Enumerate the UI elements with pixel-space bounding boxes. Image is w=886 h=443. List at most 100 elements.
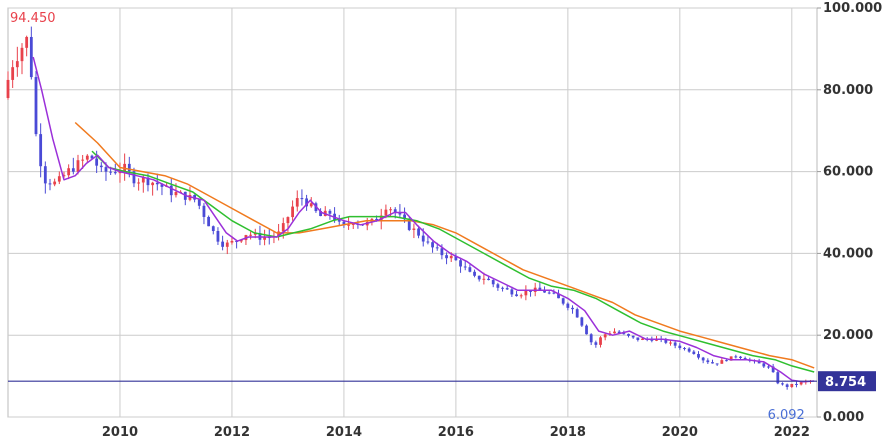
candle-body xyxy=(141,177,145,183)
x-tick-label: 2016 xyxy=(438,425,474,440)
candle-body xyxy=(300,198,304,200)
candle-body xyxy=(729,356,733,361)
candle-body xyxy=(57,176,61,182)
candle-body xyxy=(524,290,528,296)
candle-body xyxy=(673,342,677,346)
candle-body xyxy=(468,267,472,272)
candle-body xyxy=(617,331,621,334)
candle-body xyxy=(776,372,780,384)
candle-body xyxy=(286,217,290,224)
candle-body xyxy=(235,240,239,242)
candle-body xyxy=(771,366,775,373)
candle-body xyxy=(431,242,434,248)
candle-body xyxy=(160,184,164,187)
candle-body xyxy=(757,360,761,364)
candle-body xyxy=(249,234,253,236)
candle-body xyxy=(519,295,523,297)
candle-body xyxy=(557,293,560,299)
candle-body xyxy=(454,255,458,261)
candle-body xyxy=(67,168,71,176)
ma-mid-line xyxy=(91,150,815,373)
candle-body xyxy=(790,383,794,387)
y-tick-label: 60.000 xyxy=(823,165,873,180)
candle-body xyxy=(678,345,682,349)
candle-body xyxy=(449,255,453,259)
candle-body xyxy=(137,182,141,184)
candle-body xyxy=(631,335,635,338)
candle-body xyxy=(95,158,99,166)
candle-body xyxy=(799,382,803,385)
candle-body xyxy=(767,366,770,368)
candle-body xyxy=(253,233,257,235)
x-tick-label: 2014 xyxy=(326,425,362,440)
candle-body xyxy=(687,348,691,352)
candle-body xyxy=(505,288,509,290)
candle-body xyxy=(221,241,225,247)
candle-body xyxy=(43,166,47,184)
candle-body xyxy=(589,334,593,343)
candle-body xyxy=(547,292,551,294)
candle-body xyxy=(669,342,672,344)
x-tick-label: 2022 xyxy=(774,425,810,440)
candle-body xyxy=(594,342,598,345)
candle-body xyxy=(132,171,136,184)
candle-body xyxy=(412,228,416,230)
candle-body xyxy=(482,278,486,280)
candle-body xyxy=(711,362,714,364)
y-tick-label: 80.000 xyxy=(823,83,873,98)
candle-body xyxy=(440,248,444,256)
candle-body xyxy=(417,228,420,236)
y-tick-label: 100.000 xyxy=(823,1,882,16)
candle-body xyxy=(291,206,294,218)
candle-body xyxy=(473,271,476,276)
candle-body xyxy=(636,337,640,340)
candle-body xyxy=(281,223,285,232)
candle-body xyxy=(230,240,234,243)
candle-body xyxy=(85,155,89,160)
annotations: 8.754 94.450 6.092 xyxy=(8,11,876,423)
candle-body xyxy=(501,287,504,289)
candle-body xyxy=(113,172,117,174)
candle-body xyxy=(76,160,80,172)
candle-body xyxy=(151,182,155,186)
current-price-badge xyxy=(818,371,876,392)
axes: 0.000 20.000 40.000 60.000 80.000 100.000 2010… xyxy=(102,1,882,440)
candle-body xyxy=(6,79,10,98)
candle-body xyxy=(207,216,211,227)
candle-body xyxy=(496,284,500,288)
candle-body xyxy=(169,185,173,196)
candle-body xyxy=(393,209,397,213)
candle-body xyxy=(29,36,33,78)
candle-body xyxy=(337,220,341,222)
candle-body xyxy=(683,348,686,350)
grid-lines xyxy=(7,7,818,418)
candle-body xyxy=(785,384,789,387)
candle-body xyxy=(62,175,66,177)
candle-body xyxy=(459,260,462,267)
candle-body xyxy=(277,231,280,236)
candle-body xyxy=(211,226,215,232)
current-price-label: 8.754 xyxy=(825,375,866,390)
candle-body xyxy=(491,280,495,285)
candle-body xyxy=(603,334,607,338)
candle-body xyxy=(575,309,579,318)
candle-body xyxy=(529,290,532,292)
candle-body xyxy=(123,163,127,172)
candle-body xyxy=(53,181,57,185)
candle-body xyxy=(319,211,322,217)
candle-body xyxy=(263,237,267,240)
candle-body xyxy=(664,338,668,343)
ma-long-line xyxy=(74,121,815,369)
candle-body xyxy=(155,182,159,185)
candle-body xyxy=(127,163,131,172)
candle-body xyxy=(351,223,355,225)
candle-body xyxy=(104,167,108,172)
x-tick-label: 2010 xyxy=(102,425,138,440)
candle-body xyxy=(435,247,439,249)
candle-body xyxy=(342,221,346,225)
candle-body xyxy=(146,177,150,186)
y-tick-label: 0.000 xyxy=(823,410,864,425)
candle-body xyxy=(543,289,546,293)
